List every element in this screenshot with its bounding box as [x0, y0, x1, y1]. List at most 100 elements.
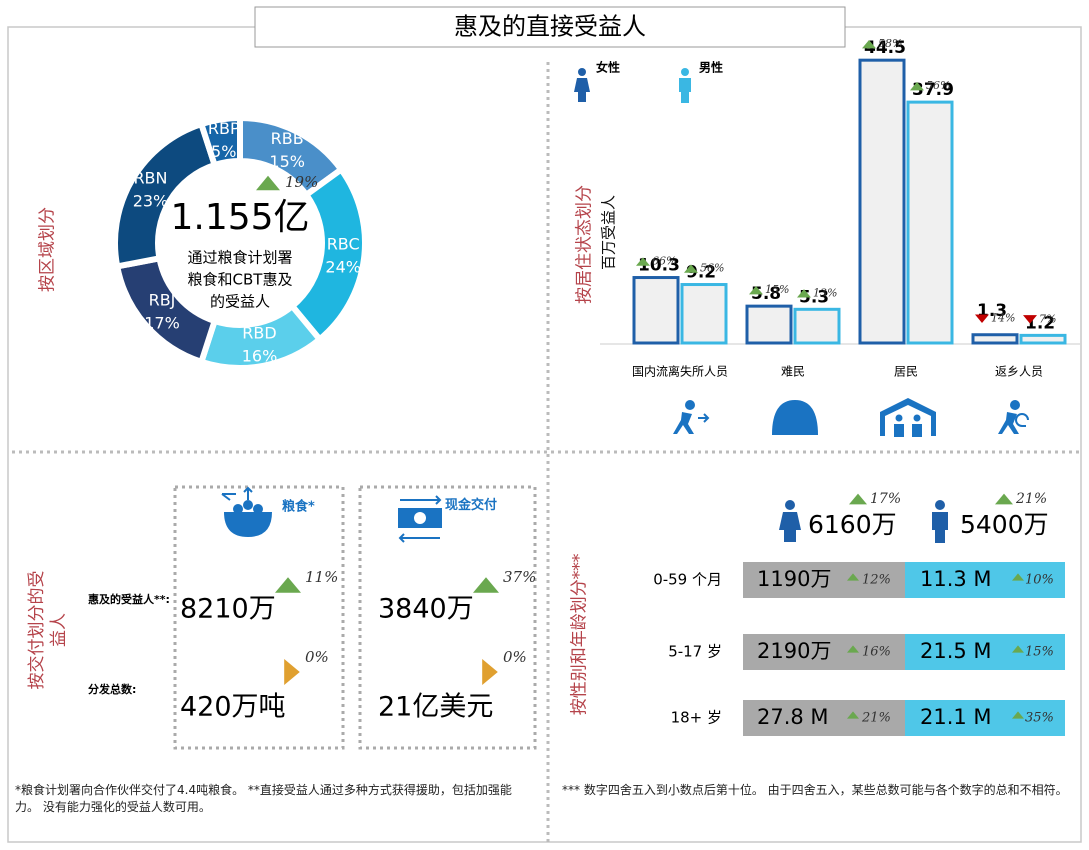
- bar-value: 44.5: [864, 38, 906, 58]
- footnote: *** 数字四舍五入到小数点后第十位。 由于四舍五入，某些总数可能与各个数字的总…: [562, 783, 1068, 797]
- trend-arrow: [1012, 645, 1024, 653]
- change-label: 7%: [1039, 312, 1056, 325]
- donut-segment: [197, 114, 243, 169]
- female-value: 1190万: [757, 567, 831, 591]
- row-label: 分发总数:: [88, 682, 136, 696]
- distributed-value: 21亿美元: [378, 692, 493, 723]
- segment-value: 23%: [133, 192, 169, 211]
- bar: [858, 58, 906, 345]
- row-label: 惠及的受益人**:: [88, 592, 170, 606]
- change-label: 21%: [1015, 491, 1047, 507]
- male-bar: [905, 700, 1065, 736]
- trend-arrow: [847, 645, 859, 653]
- column-label: 粮食*: [282, 499, 315, 515]
- male-value: 21.5 M: [920, 639, 992, 663]
- segment-value: 15%: [269, 152, 305, 171]
- trend-arrow: [684, 264, 698, 273]
- female-value: 27.8 M: [757, 705, 829, 729]
- trend-arrow: [847, 573, 859, 581]
- female-bar: [743, 562, 905, 598]
- bar: [793, 307, 841, 345]
- trend-arrow: [847, 711, 859, 719]
- change-label: 12%: [862, 573, 891, 588]
- bar: [1019, 333, 1067, 345]
- age-label: 0-59 个月: [653, 571, 722, 589]
- trend-arrow: [284, 659, 300, 685]
- female-total: 6160万: [808, 510, 897, 539]
- trend-arrow: [862, 39, 876, 49]
- change-label: 58%: [878, 37, 902, 50]
- segment-name: RBB: [271, 129, 304, 148]
- change-label: 16%: [862, 645, 891, 660]
- trend-arrow: [975, 314, 989, 323]
- segment-value: 16%: [242, 347, 278, 366]
- caption: 的受益人: [210, 293, 270, 311]
- bar-value: 10.3: [638, 256, 680, 276]
- segment-name: RBP: [208, 119, 240, 138]
- bar-value: 37.9: [912, 80, 954, 100]
- bar: [906, 100, 954, 345]
- trend-arrow: [910, 81, 924, 91]
- female-icon: [779, 500, 801, 542]
- trend-arrow: [473, 577, 499, 593]
- category-label: 居民: [894, 365, 918, 379]
- trend-arrow: [482, 659, 498, 685]
- change-label: 11%: [305, 568, 338, 586]
- column-label: 现金交付: [445, 498, 498, 513]
- male-bar: [905, 562, 1065, 598]
- male-value: 21.1 M: [920, 705, 992, 729]
- change-label: 21%: [861, 711, 891, 726]
- change-label: 15%: [765, 283, 789, 296]
- change-label: 56%: [700, 262, 724, 275]
- trend-arrow: [256, 175, 280, 191]
- change-label: 37%: [503, 568, 536, 586]
- legend-label: 女性: [596, 60, 620, 75]
- section-label: 按居住状态划分: [574, 185, 595, 304]
- segment-name: RBC: [327, 235, 360, 254]
- change-label: 66%: [652, 255, 676, 268]
- male-value: 11.3 M: [920, 567, 992, 591]
- trend-arrow: [995, 493, 1013, 505]
- segment-name: RBN: [133, 169, 167, 188]
- female-bar: [743, 700, 905, 736]
- footnote: *粮食计划署向合作伙伴交付了4.4吨粮食。 **直接受益人通过多种方式获得援助，…: [15, 783, 512, 814]
- category-label: 返乡人员: [995, 365, 1043, 379]
- change-label: 14%: [991, 312, 1015, 325]
- trend-arrow: [1012, 711, 1024, 719]
- trend-arrow: [275, 577, 301, 593]
- axis-label: 百万受益人: [599, 195, 618, 271]
- trend-arrow: [636, 257, 650, 266]
- change-label: 56%: [926, 79, 950, 92]
- change-label: 35%: [1025, 711, 1054, 726]
- status-icons: [673, 398, 1029, 437]
- food-icon: [221, 486, 272, 537]
- male-bar: [905, 634, 1065, 670]
- legend-label: 男性: [699, 60, 723, 75]
- trend-arrow: [749, 285, 763, 295]
- change-label: 10%: [1025, 573, 1054, 588]
- age-label: 5-17 岁: [668, 643, 722, 661]
- reached-value: 8210万: [180, 594, 276, 625]
- box: [173, 485, 345, 750]
- female-icon: [574, 68, 590, 102]
- donut-segment: [288, 165, 368, 344]
- trend-arrow: [1012, 573, 1024, 581]
- section-label: 按区域划分: [37, 207, 58, 292]
- title-box: [254, 6, 846, 48]
- category-label: 国内流离失所人员: [632, 364, 728, 379]
- change-label: 19%: [285, 173, 318, 191]
- caption: 粮食和CBT惠及: [188, 271, 293, 289]
- section-label: 按性别和年龄划分***: [569, 553, 590, 716]
- male-icon: [679, 68, 691, 103]
- change-label: 13%: [813, 286, 837, 299]
- segment-value: 24%: [325, 258, 361, 277]
- bar: [745, 304, 793, 345]
- reached-value: 3840万: [378, 594, 474, 625]
- distributed-value: 420万吨: [180, 692, 286, 723]
- trend-arrow: [1023, 315, 1037, 324]
- section-label: 按交付划分的受益人: [27, 570, 69, 690]
- title: 惠及的直接受益人: [454, 13, 646, 41]
- female-value: 2190万: [757, 639, 831, 663]
- bar: [680, 283, 728, 345]
